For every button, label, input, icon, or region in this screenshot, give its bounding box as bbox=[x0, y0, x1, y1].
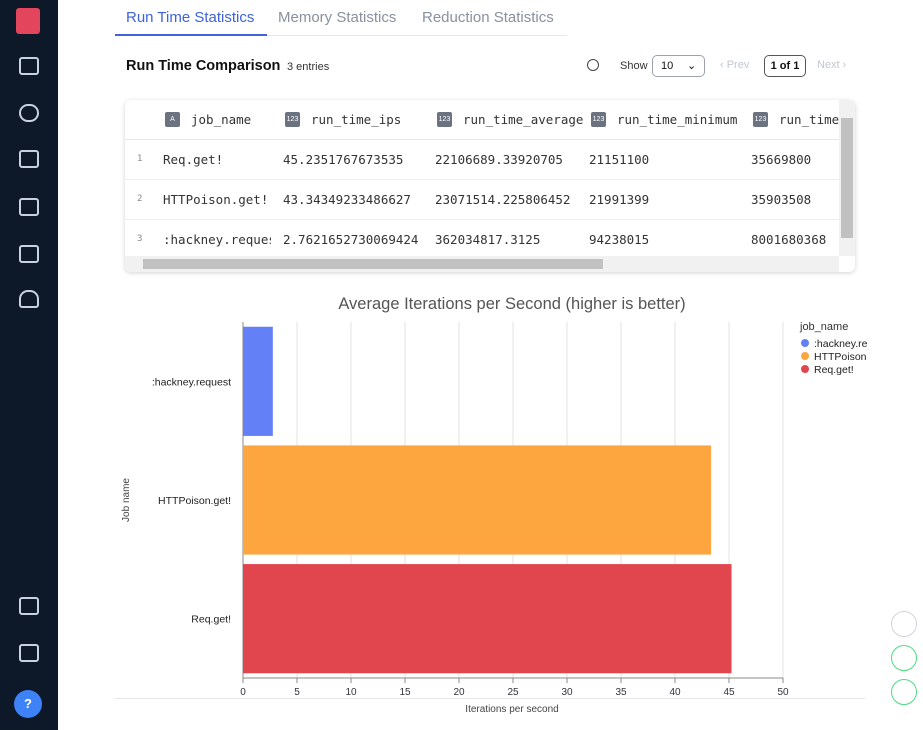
column-type-icon: 123 bbox=[591, 112, 606, 127]
table-cell: HTTPoison.get! bbox=[163, 192, 269, 207]
h-scrollbar bbox=[125, 256, 839, 272]
scroll-thumb[interactable] bbox=[143, 259, 603, 269]
tab-rule bbox=[115, 35, 567, 36]
layout-button[interactable] bbox=[891, 611, 917, 637]
row-number: 2 bbox=[137, 194, 143, 204]
table-cell: 21151100 bbox=[589, 152, 650, 167]
show-label: Show bbox=[620, 60, 648, 72]
table-cell: :hackney.request bbox=[163, 232, 271, 247]
table-cell: 362034817.3125 bbox=[435, 232, 541, 247]
column-type-icon: 123 bbox=[753, 112, 768, 127]
tab[interactable]: Run Time Statistics bbox=[126, 9, 255, 26]
nav-icon[interactable] bbox=[19, 644, 39, 662]
column-header: run_time_ips bbox=[311, 112, 402, 127]
page-size-select[interactable]: 10 ⌄ bbox=[652, 55, 705, 77]
x-tick-label: 50 bbox=[777, 687, 789, 698]
legend-swatch bbox=[801, 339, 809, 347]
scroll-thumb[interactable] bbox=[841, 118, 853, 238]
y-axis-label: Job name bbox=[121, 478, 132, 522]
table-cell: Req.get! bbox=[163, 152, 224, 167]
legend-swatch bbox=[801, 352, 809, 360]
bar bbox=[243, 564, 732, 674]
nav-icon[interactable] bbox=[19, 198, 39, 216]
row-rule bbox=[125, 219, 839, 220]
row-number: 3 bbox=[137, 234, 143, 244]
help-button[interactable]: ? bbox=[14, 690, 42, 718]
table-cell: 94238015 bbox=[589, 232, 650, 247]
table-cell: 2.7621652730069424 bbox=[283, 232, 419, 247]
table-cell: 35903508 bbox=[751, 192, 812, 207]
tab-underline bbox=[115, 34, 267, 36]
nav-icon[interactable] bbox=[19, 290, 39, 308]
v-scrollbar bbox=[839, 100, 855, 256]
table-cell: 8001680368 bbox=[751, 232, 827, 247]
column-header: run_time bbox=[779, 112, 840, 127]
row-number: 1 bbox=[137, 154, 143, 164]
y-tick-label: HTTPoison.get! bbox=[158, 495, 231, 507]
table-cell: 23071514.225806452 bbox=[435, 192, 571, 207]
column-type-icon: A bbox=[165, 112, 180, 127]
legend-label: :hackney.request bbox=[814, 338, 880, 350]
nav-icon[interactable] bbox=[19, 104, 39, 122]
row-rule bbox=[125, 179, 839, 180]
table-title: Run Time Comparison bbox=[126, 58, 281, 74]
legend-swatch bbox=[801, 365, 809, 373]
table-cell: 21991399 bbox=[589, 192, 650, 207]
x-tick-label: 10 bbox=[345, 687, 357, 698]
table-cell: 22106689.33920705 bbox=[435, 152, 563, 167]
logo[interactable] bbox=[16, 8, 40, 34]
x-tick-label: 25 bbox=[507, 687, 519, 698]
refresh-button[interactable] bbox=[891, 679, 917, 705]
page-size: 10 bbox=[661, 60, 674, 72]
next-button[interactable]: Next › bbox=[817, 59, 847, 71]
column-header: run_time_average bbox=[463, 112, 584, 127]
y-tick-label: :hackney.request bbox=[152, 376, 231, 388]
entries-count: 3 entries bbox=[287, 61, 330, 73]
nav-icon[interactable] bbox=[19, 150, 39, 168]
bar bbox=[243, 326, 273, 436]
search-icon[interactable] bbox=[587, 59, 599, 71]
chart: Average Iterations per Second (higher is… bbox=[121, 295, 880, 715]
prev-button[interactable]: ‹ Prev bbox=[720, 59, 750, 71]
column-header: job_name bbox=[191, 112, 252, 127]
table-cell: 35669800 bbox=[751, 152, 812, 167]
x-tick-label: 0 bbox=[240, 687, 246, 698]
x-axis-label: Iterations per second bbox=[465, 704, 558, 715]
bar bbox=[243, 445, 712, 555]
save-button[interactable] bbox=[891, 645, 917, 671]
x-tick-label: 35 bbox=[615, 687, 627, 698]
nav-icon[interactable] bbox=[19, 57, 39, 75]
sidebar: ? bbox=[0, 0, 58, 730]
column-type-icon: 123 bbox=[437, 112, 452, 127]
table-cell: 43.34349233486627 bbox=[283, 192, 411, 207]
x-tick-label: 20 bbox=[453, 687, 465, 698]
chevron: ⌄ bbox=[687, 60, 697, 72]
legend-label: HTTPoison.get! bbox=[814, 351, 880, 363]
legend-title: job_name bbox=[799, 321, 848, 333]
row-rule bbox=[125, 139, 839, 140]
x-tick-label: 30 bbox=[561, 687, 573, 698]
x-tick-label: 40 bbox=[669, 687, 681, 698]
column-type-icon: 123 bbox=[285, 112, 300, 127]
nav-icon[interactable] bbox=[19, 245, 39, 263]
divider bbox=[115, 698, 865, 699]
legend-label: Req.get! bbox=[814, 364, 854, 376]
column-header: run_time_minimum bbox=[617, 112, 738, 127]
tab[interactable]: Reduction Statistics bbox=[422, 9, 554, 26]
x-tick-label: 5 bbox=[294, 687, 300, 698]
chart-title: Average Iterations per Second (higher is… bbox=[338, 295, 685, 313]
x-tick-label: 15 bbox=[399, 687, 411, 698]
y-tick-label: Req.get! bbox=[191, 614, 231, 626]
tab[interactable]: Memory Statistics bbox=[278, 9, 397, 26]
table-cell: 45.2351767673535 bbox=[283, 152, 404, 167]
page-indicator: 1 of 1 bbox=[764, 55, 806, 77]
nav-icon[interactable] bbox=[19, 597, 39, 615]
x-tick-label: 45 bbox=[723, 687, 735, 698]
